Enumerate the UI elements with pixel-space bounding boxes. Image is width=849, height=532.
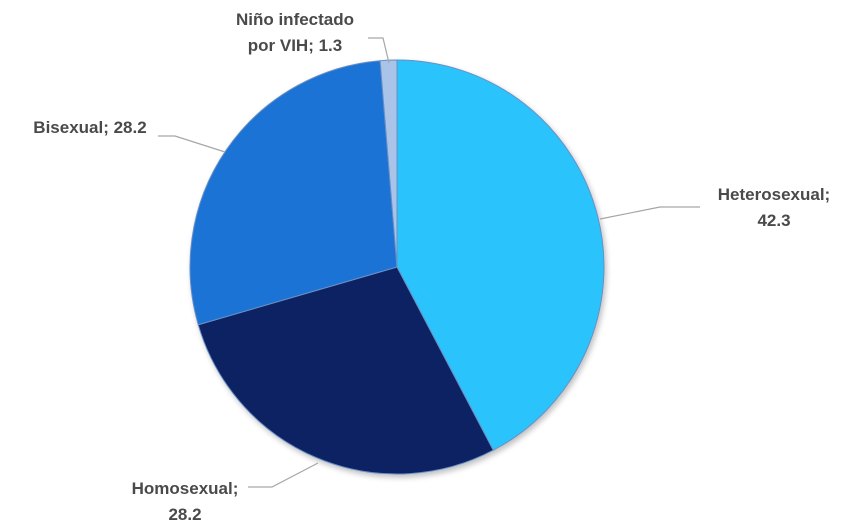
data-label: Homosexual; 28.2 [132,479,239,524]
data-label-line: Bisexual; 28.2 [33,118,146,137]
pie-slice-bisexual [189,60,398,326]
data-label: Niño infectado por VIH; 1.3 [236,10,354,55]
pie-slice-heterosexual [396,59,605,451]
data-label-line: 42.3 [757,211,790,230]
data-label-line: Heterosexual; [718,185,830,204]
leader-line [368,37,390,64]
leader-line [158,135,226,153]
pie-slice-homosexual [197,266,494,475]
data-label-line: por VIH; 1.3 [248,36,342,55]
leader-line [248,462,319,488]
data-label-line: 28.2 [168,505,201,524]
data-label-line: Homosexual; [132,479,239,498]
data-label-line: Niño infectado [236,10,354,29]
data-label: Heterosexual; 42.3 [718,185,830,230]
data-labels: Heterosexual; 42.3 Homosexual; 28.2 Bisexual… [33,10,830,524]
pie-slices [189,59,605,475]
leader-line [599,206,700,220]
data-label: Bisexual; 28.2 [33,118,146,137]
